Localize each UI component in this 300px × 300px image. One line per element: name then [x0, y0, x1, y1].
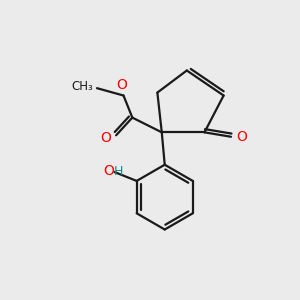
Text: O: O — [103, 164, 114, 178]
Text: O: O — [236, 130, 247, 144]
Text: O: O — [100, 130, 111, 145]
Text: O: O — [117, 78, 128, 92]
Text: CH₃: CH₃ — [72, 80, 94, 93]
Text: H: H — [114, 165, 123, 178]
